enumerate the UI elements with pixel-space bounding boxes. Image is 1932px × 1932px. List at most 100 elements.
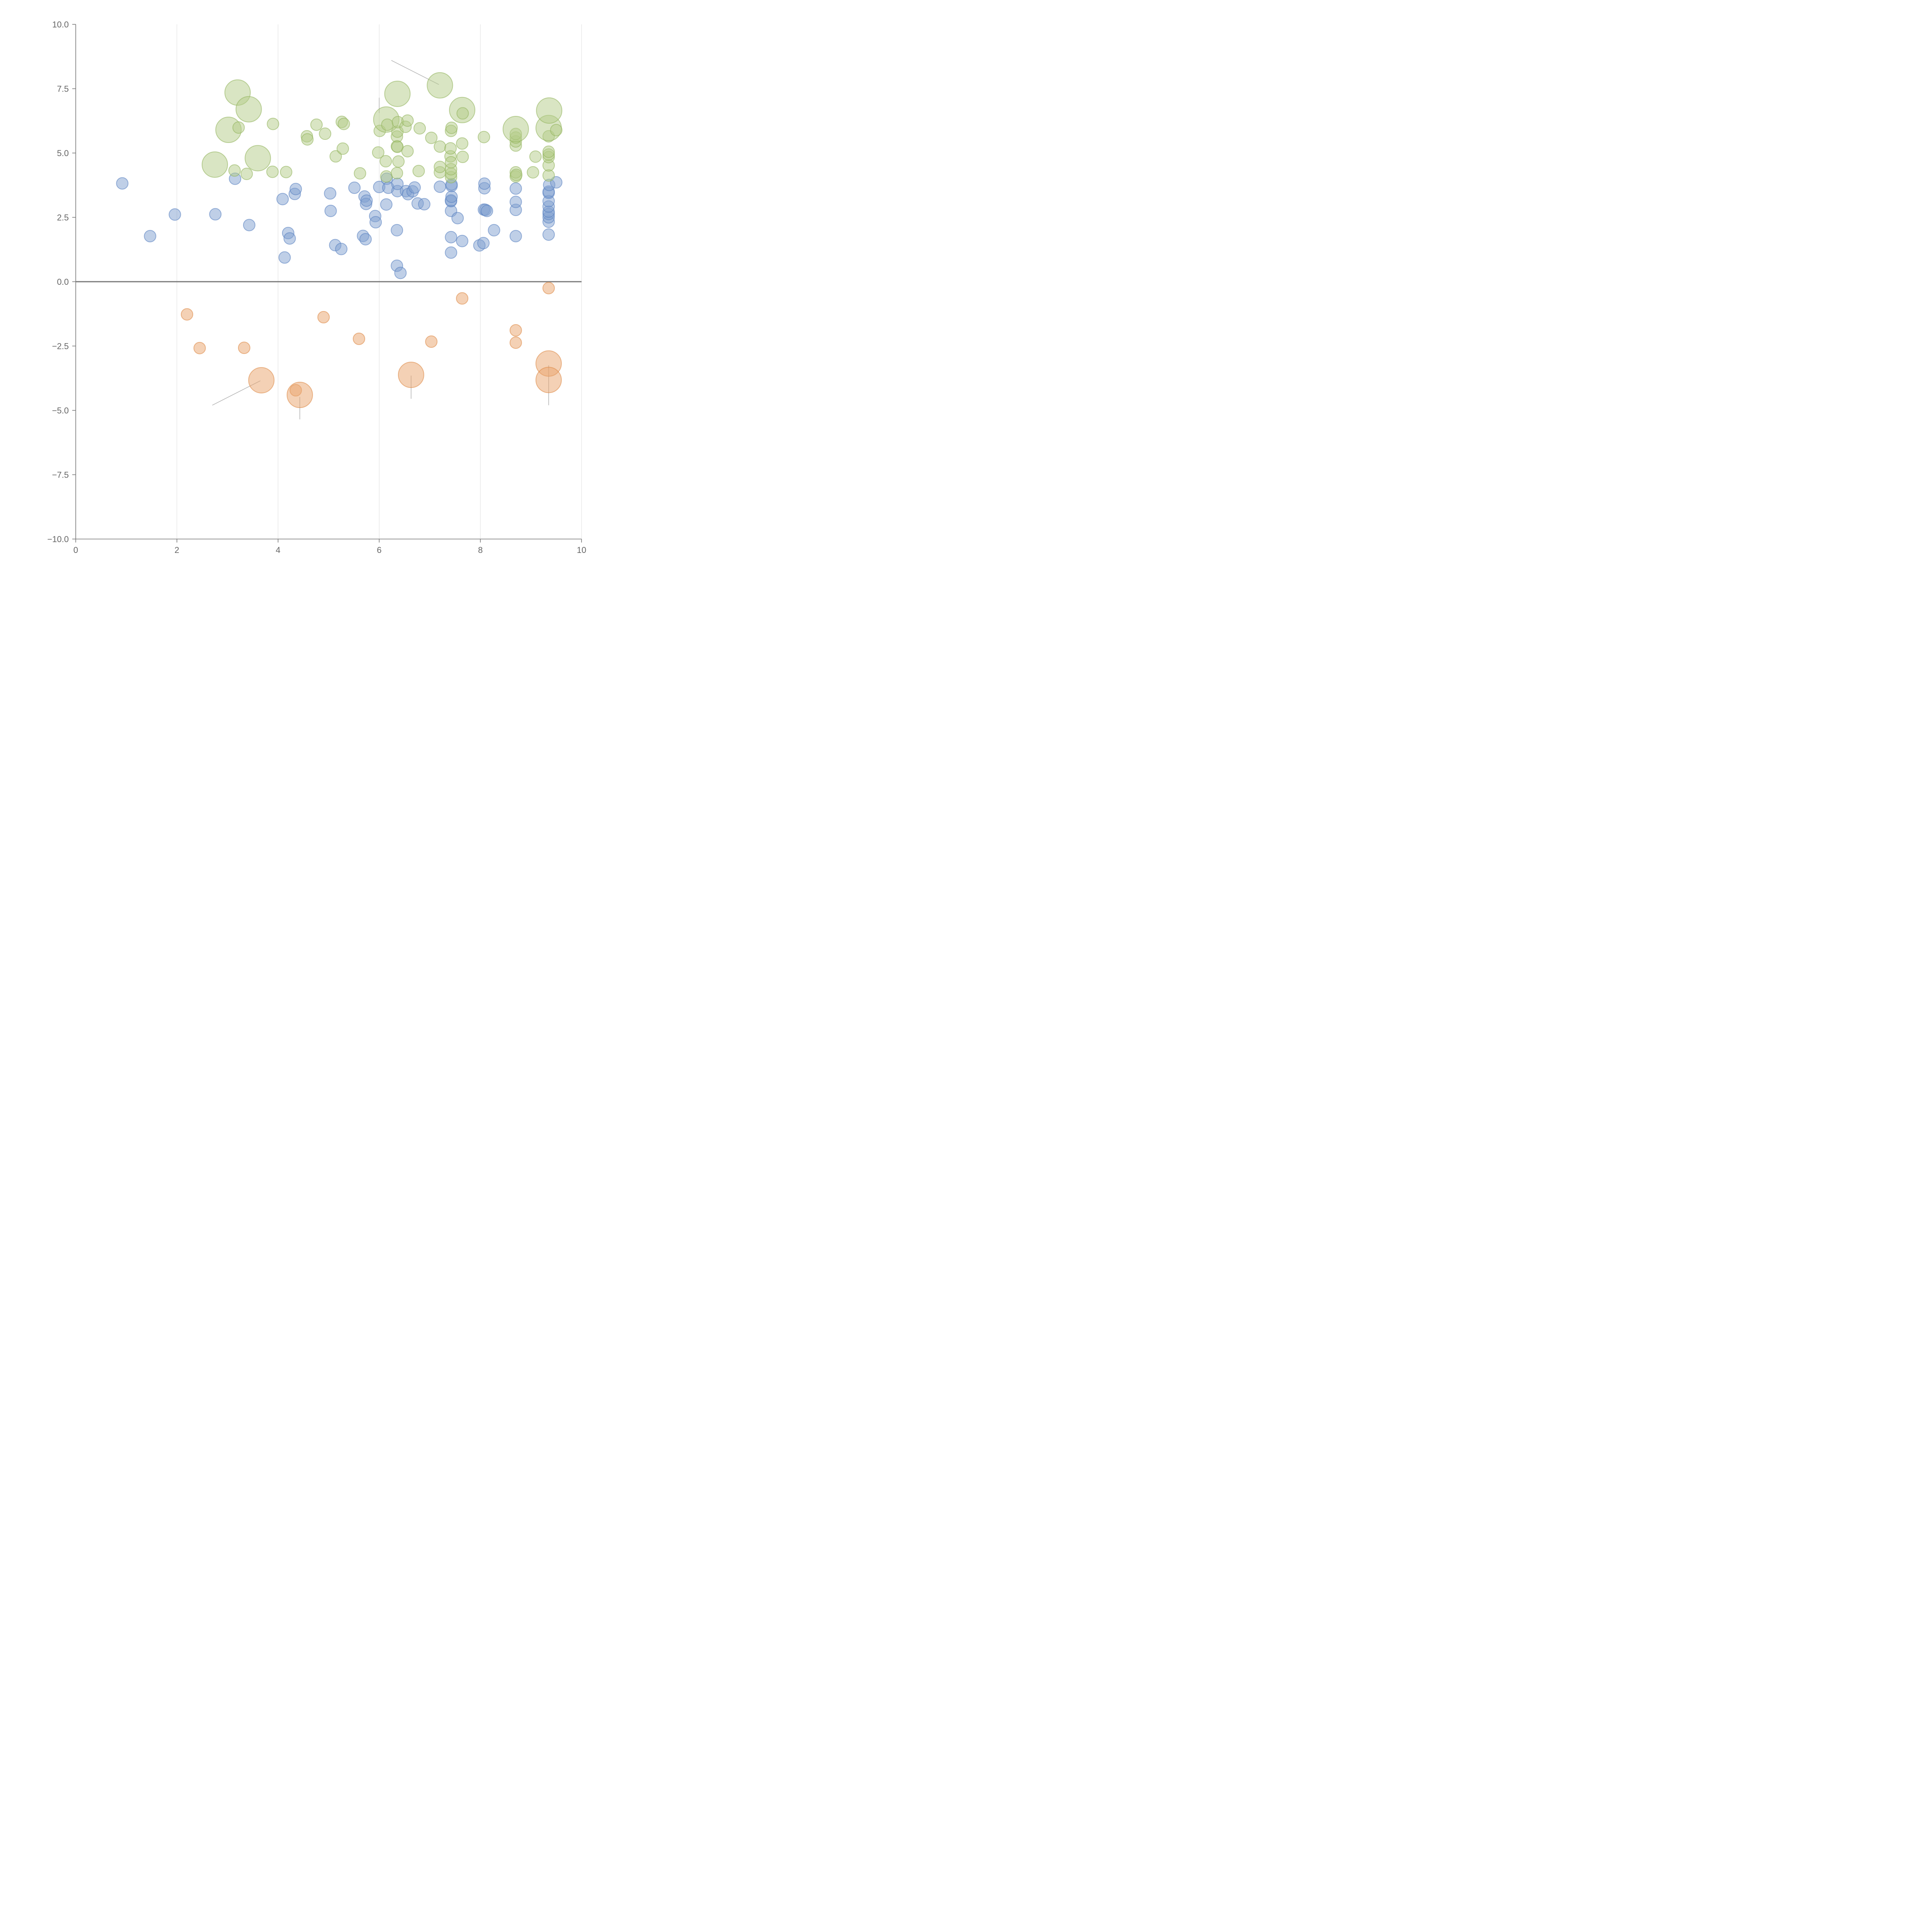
blue-bubble — [144, 230, 156, 243]
y-tick-label: 5.0 — [57, 148, 69, 158]
blue-bubble — [408, 181, 421, 194]
green-bubble — [384, 80, 411, 107]
green-bubble — [201, 151, 228, 178]
orange-bubble — [398, 362, 424, 388]
orange-bubble — [248, 367, 275, 394]
x-tick-label: 10 — [577, 545, 586, 555]
blue-bubble — [335, 243, 348, 255]
blue-bubble — [243, 219, 255, 231]
blue-bubble — [209, 208, 222, 221]
y-tick-label: 10.0 — [52, 20, 69, 29]
green-bubble — [354, 167, 366, 180]
green-bubble — [456, 107, 469, 120]
blue-bubble — [478, 177, 491, 190]
blue-bubble — [168, 208, 181, 221]
green-bubble — [427, 72, 453, 99]
orange-bubble — [535, 367, 562, 393]
orange-bubble — [286, 382, 313, 408]
orange-bubble — [509, 336, 522, 349]
blue-bubble — [445, 190, 458, 203]
green-bubble — [240, 167, 253, 180]
x-tick-label: 6 — [377, 545, 381, 555]
blue-bubble — [380, 198, 393, 211]
orange-bubble — [353, 332, 366, 345]
y-tick-label: 2.5 — [57, 213, 69, 223]
blue-bubble — [360, 194, 373, 207]
green-bubble — [391, 167, 403, 179]
blue-bubble — [348, 181, 361, 194]
blue-bubble — [324, 187, 337, 200]
green-bubble — [319, 128, 332, 140]
x-tick-label: 4 — [276, 545, 280, 555]
green-bubble — [412, 165, 425, 177]
green-bubble — [434, 160, 446, 173]
green-bubble — [392, 155, 405, 168]
blue-bubble — [276, 193, 289, 206]
blue-bubble — [550, 176, 563, 189]
green-bubble — [542, 145, 555, 158]
green-bubble — [434, 140, 446, 153]
green-bubble — [510, 168, 523, 181]
green-bubble — [280, 166, 293, 179]
blue-bubble — [509, 230, 522, 243]
blue-bubble — [369, 216, 382, 229]
y-tick-label: −5.0 — [52, 406, 69, 415]
green-bubble — [301, 133, 314, 146]
blue-bubble — [481, 204, 493, 217]
green-bubble — [456, 150, 469, 163]
green-bubble — [425, 131, 438, 144]
blue-bubble — [445, 231, 457, 243]
orange-bubble — [425, 335, 438, 348]
green-bubble — [266, 165, 279, 178]
blue-bubble — [509, 182, 522, 195]
y-tick-label: −7.5 — [52, 470, 69, 480]
green-bubble — [267, 117, 279, 130]
blue-bubble — [451, 212, 464, 224]
green-bubble — [235, 96, 262, 122]
green-bubble — [372, 146, 384, 159]
orange-bubble — [238, 342, 250, 354]
bubble-chart: 0 2 4 6 8 10 −10.0 −7.5 −5.0 −2.5 0.0 2.5 5.0 7.5 10.0 — [47, 20, 586, 555]
blue-bubble — [116, 177, 129, 190]
y-tick-label: 7.5 — [57, 84, 69, 94]
green-bubble — [401, 114, 414, 127]
blue-bubble — [289, 183, 302, 196]
green-bubble — [527, 166, 539, 179]
green-bubble — [228, 164, 241, 177]
blue-bubble — [456, 235, 469, 247]
green-bubble — [478, 131, 490, 143]
green-bubble — [456, 137, 469, 150]
orange-bubble — [180, 308, 193, 321]
green-bubble — [337, 142, 349, 155]
y-tick-label: −10.0 — [47, 534, 69, 544]
orange-bubble — [456, 292, 469, 305]
green-bubble — [232, 121, 245, 134]
green-bubble — [380, 170, 393, 183]
x-tick-label: 2 — [175, 545, 179, 555]
axes — [72, 24, 582, 543]
blue-bubble — [283, 232, 296, 245]
blue-bubble — [542, 228, 555, 241]
green-bubble — [245, 145, 271, 172]
green-bubble — [445, 121, 458, 134]
green-bubble — [329, 150, 342, 163]
green-bubble — [529, 150, 542, 163]
tick-labels: 0 2 4 6 8 10 −10.0 −7.5 −5.0 −2.5 0.0 2.5 5.0 7.5 10.0 — [47, 20, 586, 555]
blue-bubble — [445, 246, 457, 259]
orange-bubble — [193, 342, 206, 354]
blue-bubble — [488, 224, 500, 236]
blue-bubble — [509, 196, 522, 208]
x-tick-label: 8 — [478, 545, 483, 555]
green-bubble — [381, 118, 394, 131]
green-bubble — [445, 156, 457, 168]
x-tick-label: 0 — [73, 545, 78, 555]
y-tick-label: −2.5 — [52, 342, 69, 351]
green-bubble — [444, 142, 457, 155]
blue-bubble — [324, 204, 337, 217]
green-bubble — [502, 116, 529, 143]
green-bubble — [337, 117, 350, 130]
orange-bubble — [317, 311, 330, 323]
bubbles — [116, 72, 563, 408]
y-tick-label: 0.0 — [57, 277, 69, 287]
green-bubble — [401, 145, 414, 158]
